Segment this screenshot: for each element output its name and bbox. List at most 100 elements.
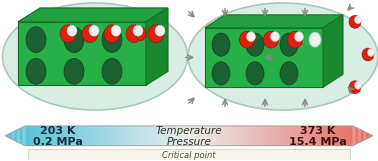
Polygon shape: [96, 126, 97, 146]
Polygon shape: [36, 126, 37, 146]
Ellipse shape: [246, 33, 264, 56]
Ellipse shape: [188, 3, 378, 110]
Polygon shape: [279, 126, 280, 146]
Polygon shape: [331, 126, 333, 146]
Polygon shape: [221, 126, 222, 146]
Polygon shape: [14, 131, 15, 141]
Polygon shape: [134, 126, 135, 146]
Polygon shape: [275, 126, 276, 146]
Polygon shape: [21, 127, 22, 144]
Polygon shape: [108, 126, 109, 146]
Polygon shape: [196, 126, 198, 146]
Ellipse shape: [271, 32, 279, 42]
Polygon shape: [315, 126, 316, 146]
Ellipse shape: [263, 31, 279, 48]
Polygon shape: [351, 126, 352, 146]
Polygon shape: [349, 126, 350, 146]
Ellipse shape: [64, 27, 84, 52]
Polygon shape: [268, 126, 269, 146]
Polygon shape: [355, 127, 356, 145]
Polygon shape: [133, 126, 134, 146]
Polygon shape: [370, 135, 372, 137]
Polygon shape: [152, 126, 153, 146]
Polygon shape: [20, 128, 21, 144]
Polygon shape: [15, 130, 16, 141]
Polygon shape: [297, 126, 298, 146]
Polygon shape: [361, 130, 362, 142]
Polygon shape: [203, 126, 204, 146]
Polygon shape: [109, 126, 110, 146]
Polygon shape: [222, 126, 223, 146]
Polygon shape: [145, 126, 146, 146]
Polygon shape: [75, 126, 76, 146]
Polygon shape: [87, 126, 88, 146]
Polygon shape: [9, 133, 10, 138]
Polygon shape: [269, 126, 270, 146]
Polygon shape: [110, 126, 112, 146]
Polygon shape: [252, 126, 253, 146]
Ellipse shape: [133, 25, 143, 36]
Polygon shape: [104, 126, 105, 146]
Polygon shape: [226, 126, 227, 146]
Polygon shape: [60, 126, 62, 146]
Polygon shape: [350, 126, 351, 146]
Ellipse shape: [246, 62, 264, 85]
Polygon shape: [54, 126, 55, 146]
Ellipse shape: [280, 33, 298, 56]
Polygon shape: [91, 126, 92, 146]
Polygon shape: [153, 126, 155, 146]
Polygon shape: [118, 126, 119, 146]
Polygon shape: [80, 126, 81, 146]
Polygon shape: [17, 129, 19, 142]
Ellipse shape: [102, 27, 122, 52]
Polygon shape: [57, 126, 58, 146]
Polygon shape: [73, 126, 74, 146]
Polygon shape: [290, 126, 291, 146]
Polygon shape: [135, 126, 136, 146]
Polygon shape: [26, 126, 27, 146]
Polygon shape: [338, 126, 339, 146]
Polygon shape: [310, 126, 312, 146]
Polygon shape: [301, 126, 302, 146]
Polygon shape: [39, 126, 40, 146]
Polygon shape: [190, 126, 191, 146]
Polygon shape: [71, 126, 73, 146]
Ellipse shape: [212, 33, 230, 56]
Polygon shape: [144, 126, 145, 146]
Polygon shape: [193, 126, 194, 146]
Polygon shape: [18, 8, 168, 22]
Polygon shape: [189, 126, 190, 146]
Polygon shape: [314, 126, 315, 146]
Polygon shape: [128, 126, 129, 146]
Polygon shape: [302, 126, 303, 146]
Polygon shape: [125, 126, 126, 146]
Polygon shape: [168, 126, 169, 146]
Polygon shape: [101, 126, 102, 146]
Polygon shape: [270, 126, 271, 146]
Polygon shape: [210, 126, 211, 146]
Polygon shape: [368, 133, 369, 138]
Text: Temperature: Temperature: [156, 126, 222, 136]
Polygon shape: [129, 126, 130, 146]
Polygon shape: [199, 126, 200, 146]
Polygon shape: [313, 126, 314, 146]
Polygon shape: [88, 126, 90, 146]
Polygon shape: [149, 126, 150, 146]
Ellipse shape: [26, 27, 46, 52]
Polygon shape: [247, 126, 248, 146]
Polygon shape: [255, 126, 256, 146]
Polygon shape: [326, 126, 328, 146]
Polygon shape: [352, 126, 353, 146]
Polygon shape: [31, 126, 32, 146]
Polygon shape: [102, 126, 103, 146]
Polygon shape: [243, 126, 244, 146]
Polygon shape: [281, 126, 282, 146]
Polygon shape: [169, 126, 170, 146]
Polygon shape: [55, 126, 57, 146]
Polygon shape: [304, 126, 305, 146]
Polygon shape: [366, 132, 367, 139]
Polygon shape: [188, 126, 189, 146]
Polygon shape: [177, 126, 178, 146]
Ellipse shape: [355, 81, 361, 89]
Polygon shape: [97, 126, 98, 146]
